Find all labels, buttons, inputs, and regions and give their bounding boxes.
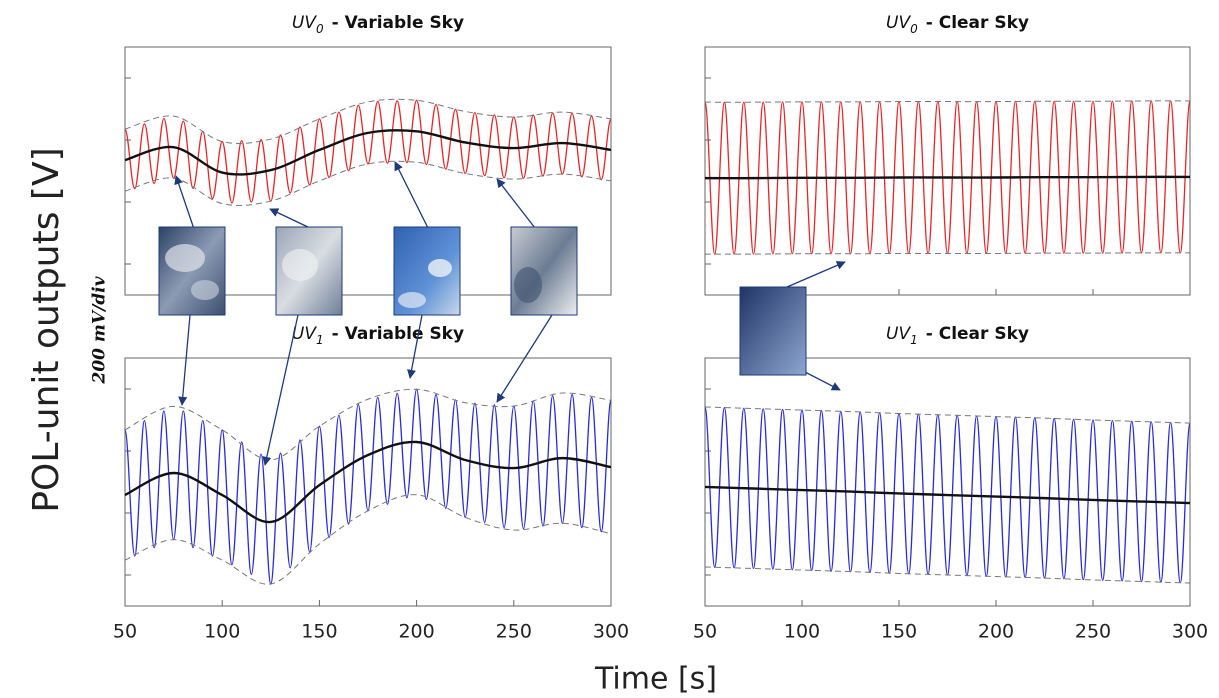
title-subscript: 0 xyxy=(910,22,918,36)
sky-photo xyxy=(393,226,461,316)
x-tick-label: 100 xyxy=(784,621,820,643)
x-tick-label: 200 xyxy=(978,621,1014,643)
x-tick-label: 250 xyxy=(1075,621,1111,643)
envelope-line xyxy=(124,98,612,144)
x-tick-label: 50 xyxy=(113,621,137,643)
panel-title: UV1 - Clear Sky xyxy=(886,324,1029,347)
clear-sky-image xyxy=(739,286,807,376)
y-axis-label: POL-unit outputs [V] xyxy=(26,147,67,512)
envelope-line xyxy=(704,566,1191,584)
sky-photo xyxy=(275,226,343,316)
title-subscript: 0 xyxy=(316,22,324,36)
title-prefix: UV xyxy=(886,324,911,344)
mean-line xyxy=(704,175,1191,180)
title-text: - Variable Sky xyxy=(332,324,464,344)
x-tick-label: 150 xyxy=(301,621,337,643)
scale-note: 200 mV/div xyxy=(90,275,110,384)
envelope-line xyxy=(124,388,612,461)
x-tick-label: 200 xyxy=(398,621,434,643)
x-tick-label: 300 xyxy=(593,621,629,643)
title-prefix: UV xyxy=(292,13,317,33)
plot-area xyxy=(704,357,1191,607)
envelope-line xyxy=(124,494,612,585)
title-subscript: 1 xyxy=(910,333,918,347)
envelope-line xyxy=(704,100,1191,103)
mean-line xyxy=(124,440,612,524)
panel-title: UV0 - Variable Sky xyxy=(292,13,464,36)
x-tick-label: 250 xyxy=(496,621,532,643)
x-tick-label: 50 xyxy=(693,621,717,643)
signal-line xyxy=(124,388,612,585)
envelope-line xyxy=(704,406,1191,424)
x-tick-label: 100 xyxy=(204,621,240,643)
mean-line xyxy=(124,129,612,176)
title-prefix: UV xyxy=(886,13,911,33)
x-tick-label: 150 xyxy=(881,621,917,643)
title-subscript: 1 xyxy=(316,333,324,347)
panel-title: UV0 - Clear Sky xyxy=(886,13,1029,36)
sky-images xyxy=(158,161,846,466)
signal-line xyxy=(124,99,612,204)
title-text: - Clear Sky xyxy=(926,324,1029,344)
title-text: - Clear Sky xyxy=(926,13,1029,33)
sky-photo xyxy=(158,226,226,316)
sky-photo xyxy=(510,226,578,316)
x-tick-label: 300 xyxy=(1172,621,1208,643)
title-prefix: UV xyxy=(292,324,317,344)
title-text: - Variable Sky xyxy=(332,13,464,33)
envelope-line xyxy=(704,252,1191,255)
envelope-line xyxy=(124,160,612,206)
arrows xyxy=(174,161,846,466)
mean-line xyxy=(704,485,1191,505)
panel-title: UV1 - Variable Sky xyxy=(292,324,464,347)
x-axis-label: Time [s] xyxy=(594,662,717,697)
